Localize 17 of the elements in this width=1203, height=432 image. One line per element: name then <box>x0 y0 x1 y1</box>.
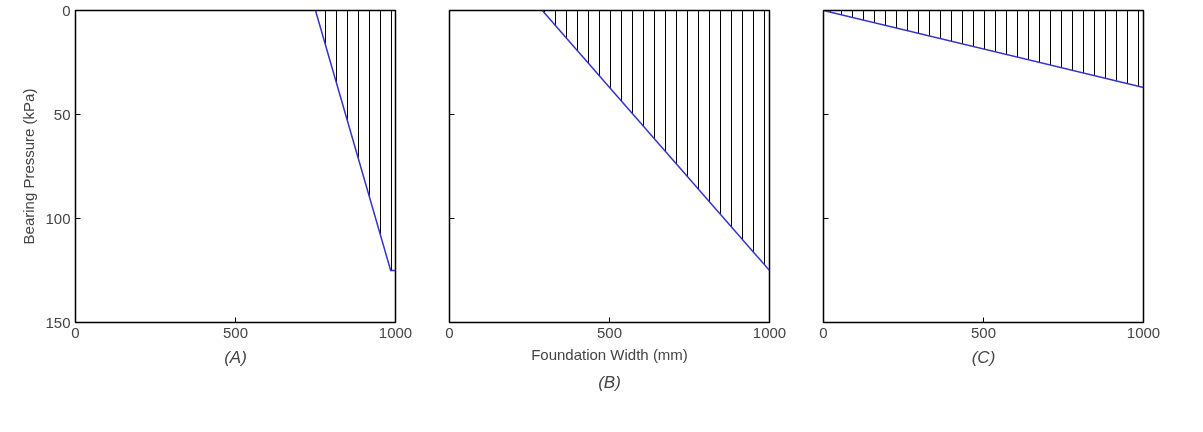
x-tick-label: 1000 <box>752 323 787 341</box>
y-tick-label: 100 <box>45 209 71 227</box>
x-tick-label: 1000 <box>378 323 413 341</box>
text: (A) <box>224 347 247 367</box>
y-tick-label: 50 <box>53 105 71 123</box>
x-tick-label: 0 <box>819 323 828 341</box>
x-tick-label: 1000 <box>1126 323 1161 341</box>
x-axis-title: Foundation Width (mm) <box>531 345 688 363</box>
text: (C) <box>971 347 996 367</box>
y-tick-label: 0 <box>62 1 71 19</box>
y-axis-title: Bearing Pressure (kPa) <box>20 88 38 245</box>
text: (B) <box>598 372 621 392</box>
x-tick-label: 0 <box>445 323 454 341</box>
x-tick-label: 500 <box>222 323 249 341</box>
x-tick-label: 500 <box>970 323 997 341</box>
y-tick-label: 150 <box>45 313 71 331</box>
x-tick-label: 500 <box>596 323 623 341</box>
